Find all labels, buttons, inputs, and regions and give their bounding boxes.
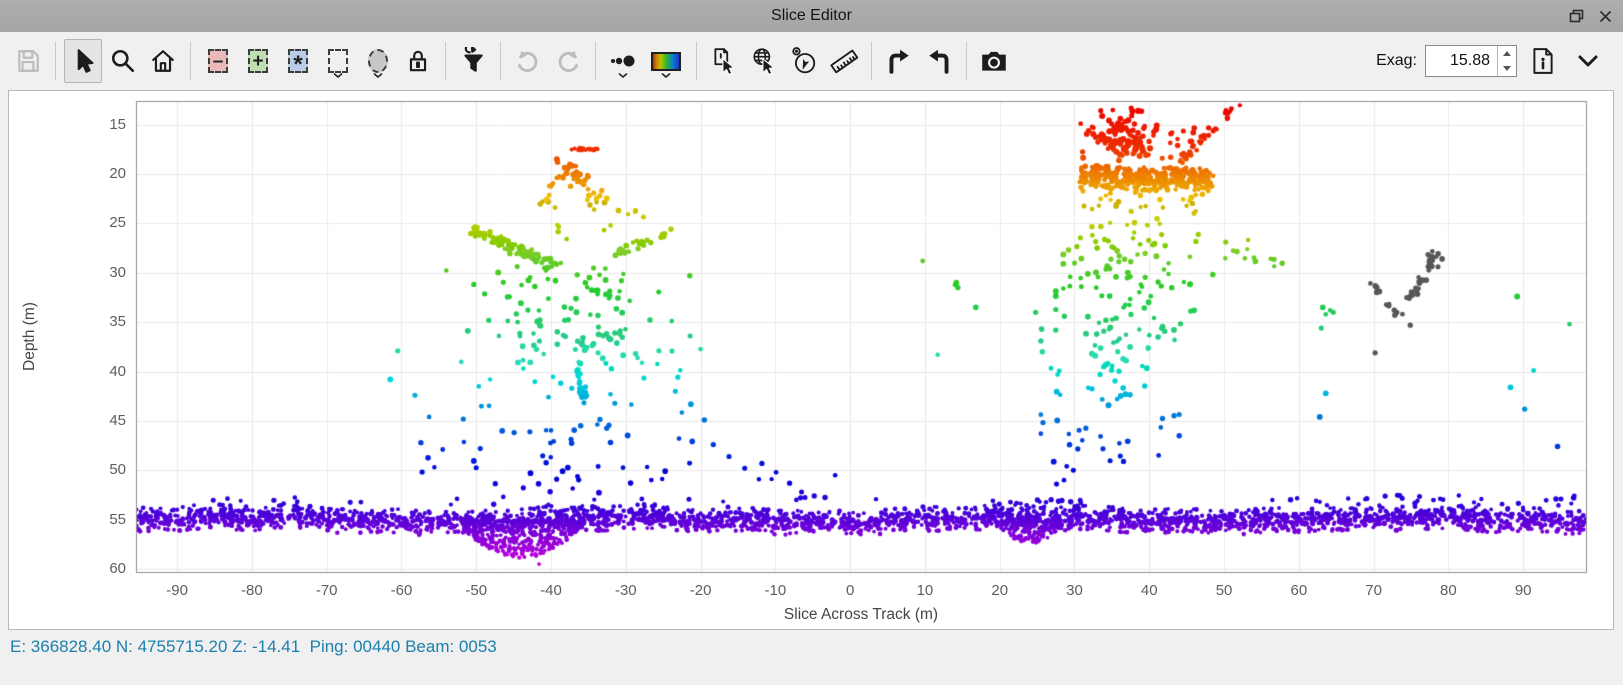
accept-select-tool-button[interactable]: + — [239, 39, 277, 83]
point-size-icon — [611, 55, 635, 67]
turn-right-button[interactable] — [880, 39, 918, 83]
snapshot-button[interactable] — [975, 39, 1013, 83]
measure-button[interactable] — [825, 39, 863, 83]
chevron-down-icon — [618, 66, 628, 81]
reject-select-box-icon: – — [208, 49, 228, 73]
cursor-arrow-icon — [77, 49, 94, 73]
toolbar-separator — [190, 42, 191, 80]
slice-plot-panel: Depth (m) Slice Across Track (m) -90 -80-… — [8, 90, 1614, 630]
turn-right-arrow-icon — [889, 49, 909, 74]
exag-decrement-button[interactable] — [1498, 61, 1516, 76]
accept-select-box-icon: + — [248, 49, 268, 73]
statusbar: E: 366828.40 N: 4755715.20 Z: -14.41 Pin… — [10, 632, 497, 662]
toolbar-separator — [696, 42, 697, 80]
save-icon — [18, 50, 39, 72]
info-button[interactable] — [1526, 39, 1560, 83]
close-window-button[interactable] — [1598, 9, 1613, 24]
reject-select-tool-button[interactable]: – — [199, 39, 237, 83]
globe-pointer-icon — [753, 48, 775, 75]
cursor-readout: E: 366828.40 N: 4755715.20 Z: -14.41 Pin… — [10, 637, 497, 656]
toolbar-separator — [595, 42, 596, 80]
toolbar-separator — [445, 42, 446, 80]
point-size-button[interactable] — [604, 39, 642, 83]
rectangle-select-icon — [328, 49, 348, 73]
ruler-icon — [830, 49, 859, 74]
chevron-down-icon — [661, 66, 671, 81]
flag-select-box-icon: * — [288, 49, 308, 77]
redo-icon — [558, 50, 579, 72]
toolbar-separator — [500, 42, 501, 80]
flag-select-tool-button[interactable]: * — [279, 39, 317, 83]
save-button[interactable] — [9, 39, 47, 83]
pick-point-button[interactable] — [705, 39, 743, 83]
rectangle-select-tool-button[interactable] — [319, 39, 357, 83]
pick-geographic-button[interactable] — [745, 39, 783, 83]
filter-refresh-icon — [464, 47, 483, 72]
toolbar-separator — [55, 42, 56, 80]
document-pointer-icon — [714, 48, 735, 75]
exag-spinbox — [1425, 45, 1517, 77]
home-icon — [152, 50, 174, 72]
close-icon — [1599, 10, 1612, 22]
titlebar: Slice Editor — [0, 0, 1623, 32]
lock-icon — [409, 50, 427, 72]
home-view-button[interactable] — [144, 39, 182, 83]
chevron-down-icon — [1578, 55, 1598, 67]
redo-button[interactable] — [549, 39, 587, 83]
toolbar-separator — [966, 42, 967, 80]
colormap-icon — [651, 51, 681, 71]
chevron-down-icon — [333, 66, 343, 81]
ellipse-select-icon — [368, 49, 388, 73]
compass-button[interactable] — [785, 39, 823, 83]
filter-button[interactable] — [454, 39, 492, 83]
select-tool-button[interactable] — [64, 39, 102, 83]
zoom-tool-button[interactable] — [104, 39, 142, 83]
toolbar-separator — [871, 42, 872, 80]
camera-icon — [982, 51, 1006, 71]
chevron-down-icon — [373, 66, 383, 81]
exag-increment-button[interactable] — [1498, 46, 1516, 61]
slice-plot-canvas[interactable] — [9, 91, 1613, 629]
magnifier-icon — [111, 49, 135, 73]
colormap-button[interactable] — [644, 39, 688, 83]
expand-panel-button[interactable] — [1570, 39, 1606, 83]
turn-left-arrow-icon — [929, 49, 949, 74]
undo-button[interactable] — [509, 39, 547, 83]
toolbar-right-group: Exag: — [1376, 39, 1623, 83]
float-window-icon — [1569, 9, 1584, 23]
exag-label: Exag: — [1376, 52, 1417, 69]
undo-icon — [517, 50, 538, 72]
ellipse-select-tool-button[interactable] — [359, 39, 397, 83]
window-title: Slice Editor — [771, 7, 852, 24]
exag-input[interactable] — [1426, 46, 1497, 76]
turn-left-button[interactable] — [920, 39, 958, 83]
toolbar: – + * — [0, 32, 1623, 90]
compass-icon — [792, 47, 816, 74]
lock-button[interactable] — [399, 39, 437, 83]
float-window-button[interactable] — [1569, 9, 1584, 24]
info-document-icon — [1533, 48, 1553, 74]
